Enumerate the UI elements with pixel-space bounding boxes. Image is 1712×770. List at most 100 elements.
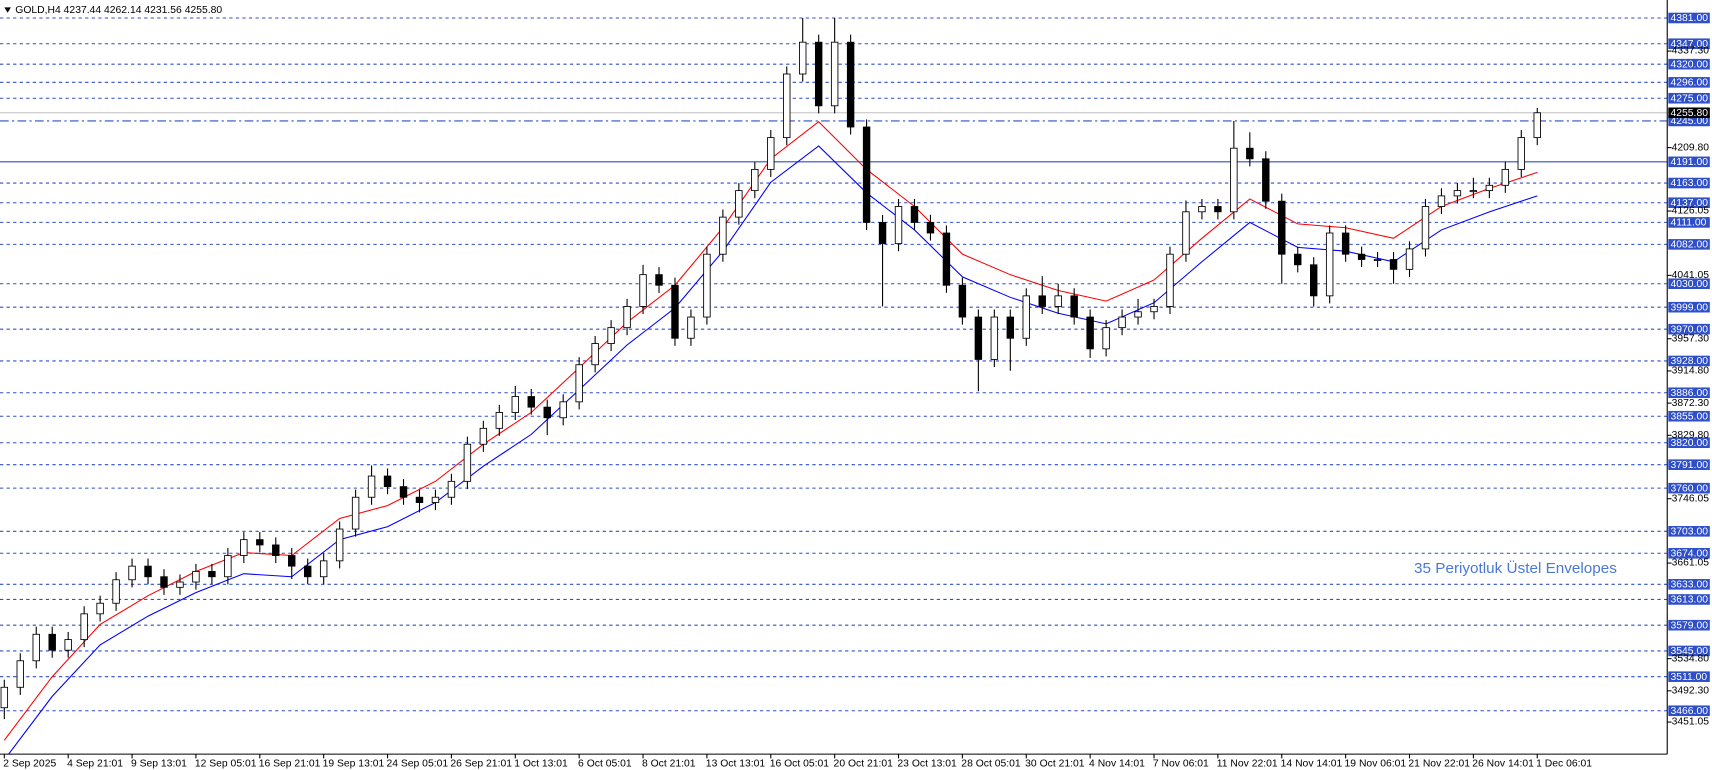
candle-body (1166, 253, 1174, 307)
level-label-box (1668, 12, 1710, 24)
x-tick-label: 1 Oct 13:01 (514, 758, 568, 769)
candle-body (751, 168, 759, 192)
candle-body (208, 571, 216, 578)
candle-body (1278, 200, 1286, 255)
candle-body (1054, 295, 1062, 307)
candle-body (783, 73, 791, 139)
candle-body (1262, 158, 1270, 202)
candle-body (814, 41, 823, 107)
candle-body (1341, 232, 1350, 255)
candle-body (1389, 259, 1398, 270)
candle-body (830, 41, 839, 107)
level-label: 4296.00 (1671, 78, 1709, 89)
y-tick-label: 3451.05 (1672, 717, 1710, 728)
candle-body (495, 412, 504, 429)
candle-body (112, 579, 120, 604)
candle-body (1325, 232, 1334, 297)
current-price-box (1668, 107, 1710, 119)
y-tick-label: 3492.30 (1672, 686, 1710, 697)
x-tick-label: 19 Nov 06:01 (1345, 758, 1407, 769)
candle-body (240, 539, 248, 556)
y-tick-label: 4209.80 (1672, 142, 1710, 153)
x-tick-label: 2 Sep 2025 (3, 758, 56, 769)
candle-body (1405, 248, 1414, 270)
candle-body (862, 126, 871, 223)
level-label-box (1668, 437, 1710, 449)
level-label-box (1668, 92, 1710, 104)
candle-body (1038, 295, 1046, 307)
level-label-box (1668, 38, 1710, 50)
level-label: 4275.00 (1671, 94, 1709, 105)
candle-body (559, 401, 567, 419)
level-label: 4347.00 (1671, 39, 1709, 50)
x-tick-label: 8 Oct 21:01 (642, 758, 696, 769)
y-tick-label: 4337.30 (1672, 46, 1710, 57)
level-label-box (1668, 526, 1710, 537)
candle-body (415, 496, 424, 503)
candle-body (511, 396, 520, 413)
candle-body (1501, 168, 1510, 186)
candle-body (192, 571, 200, 583)
level-label: 4030.00 (1671, 279, 1709, 290)
level-label-box (1668, 156, 1710, 168)
level-label: 3820.00 (1671, 438, 1709, 449)
candle-body (256, 539, 264, 546)
header: GOLD,H4 4237.44 4262.14 4231.56 4255.80 (15, 5, 222, 16)
level-label: 3970.00 (1671, 324, 1709, 335)
current-price-label: 4255.80 (1671, 108, 1709, 119)
x-tick-label: 12 Sep 05:01 (195, 758, 257, 769)
level-label: 4381.00 (1671, 13, 1709, 24)
x-tick-label: 16 Sep 21:01 (259, 758, 321, 769)
candle-body (383, 475, 392, 488)
level-label: 4245.00 (1671, 116, 1709, 127)
level-label-box (1668, 671, 1710, 682)
candle-body (910, 206, 919, 223)
level-label: 3703.00 (1671, 527, 1709, 538)
level-label-box (1668, 579, 1710, 590)
candle-body (224, 555, 232, 578)
level-label-box (1668, 645, 1710, 657)
candle-body (399, 486, 408, 498)
x-tick-label: 9 Sep 13:01 (131, 758, 187, 769)
candle-body (1453, 190, 1462, 197)
level-label-box (1668, 77, 1710, 88)
level-label-box (1668, 239, 1710, 250)
y-tick-label: 3872.30 (1672, 398, 1710, 409)
candle-body (575, 364, 583, 403)
y-tick-label: 4041.05 (1672, 270, 1710, 281)
candle-body (1517, 137, 1525, 170)
candle-body (607, 327, 615, 344)
level-label: 3791.00 (1671, 460, 1709, 471)
candle-body (1134, 311, 1142, 318)
candle-body (16, 660, 24, 688)
y-tick-label: 4126.05 (1672, 206, 1710, 217)
x-tick-label: 20 Oct 21:01 (834, 758, 894, 769)
candle-body (1373, 259, 1382, 261)
level-label: 4320.00 (1671, 59, 1709, 70)
candle-body (144, 565, 152, 578)
candle-body (288, 555, 296, 567)
level-label: 3511.00 (1671, 672, 1708, 683)
candle-body (1437, 195, 1446, 207)
candle-body (0, 686, 9, 709)
level-label-box (1668, 115, 1710, 127)
y-tick-label: 3746.05 (1672, 494, 1710, 505)
x-tick-label: 14 Nov 14:01 (1281, 758, 1343, 769)
candle-body (128, 565, 136, 581)
level-label-box (1668, 705, 1710, 717)
candle-body (958, 284, 967, 318)
candle-body (735, 190, 743, 218)
level-label: 3466.00 (1671, 706, 1709, 717)
candle-body (367, 475, 376, 498)
x-tick-label: 11 Nov 22:01 (1217, 758, 1278, 769)
candle-body (272, 544, 280, 556)
candle-body (1150, 306, 1158, 313)
candle-body (878, 221, 887, 245)
y-tick-label: 3661.05 (1672, 558, 1710, 569)
candle-body (32, 633, 40, 662)
level-label-box (1668, 410, 1710, 422)
candle-body (463, 443, 472, 482)
candle-body (639, 274, 647, 307)
level-label: 3613.00 (1671, 595, 1709, 606)
x-tick-label: 4 Nov 14:01 (1089, 758, 1145, 769)
